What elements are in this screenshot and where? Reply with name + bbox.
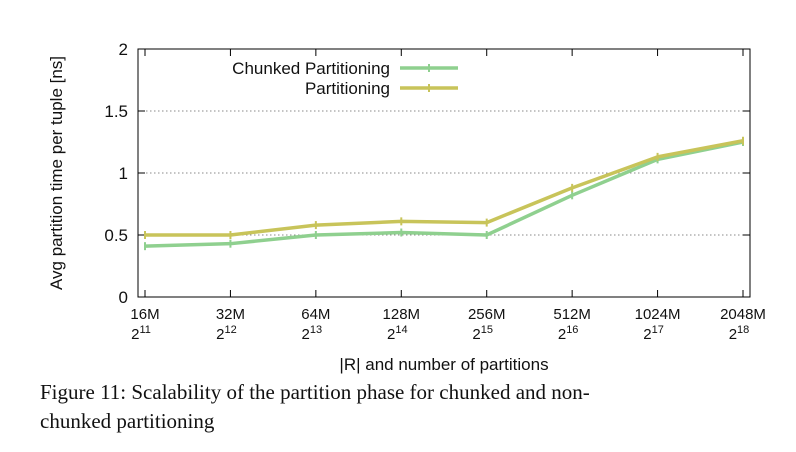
x-tick-exponent-label: 217	[643, 324, 664, 343]
y-tick-label: 1	[119, 164, 128, 183]
x-tick-exponent-label: 212	[216, 324, 237, 343]
x-tick-label: 256M	[468, 306, 506, 323]
caption-line-2: chunked partitioning	[40, 409, 215, 433]
x-tick-label: 32M	[216, 306, 245, 323]
y-tick-label: 2	[119, 40, 128, 59]
series-lines	[144, 136, 744, 251]
y-axis-label: Avg partition time per tuple [ns]	[47, 56, 66, 290]
x-tick-exponent-label: 214	[387, 324, 408, 343]
x-tick-exponent-label: 215	[472, 324, 493, 343]
x-tick-label: 64M	[301, 306, 330, 323]
line-chart: 00.511.52 16M21132M21264M213128M214256M2…	[47, 40, 766, 374]
series-line	[144, 140, 744, 248]
caption-line-1: Figure 11: Scalability of the partition …	[40, 380, 590, 404]
x-tick-exponent-label: 213	[302, 324, 323, 343]
x-tick-label: 1024M	[635, 306, 681, 323]
y-tick-label: 0.5	[104, 226, 128, 245]
legend-label: Partitioning	[305, 79, 390, 98]
gridlines	[138, 110, 750, 236]
x-tick-exponent-label: 216	[558, 324, 579, 343]
x-tick-label: 16M	[130, 306, 159, 323]
x-tick-label: 512M	[553, 306, 591, 323]
x-tick-label: 2048M	[720, 306, 766, 323]
y-axis-ticks: 0 0.5 1 1.5 2	[104, 40, 750, 307]
x-tick-label: 128M	[383, 306, 421, 323]
x-axis-label: |R| and number of partitions	[339, 355, 548, 374]
x-tick-exponent-label: 218	[729, 324, 750, 343]
figure-caption: Figure 11: Scalability of the partition …	[40, 378, 780, 436]
x-tick-exponent-label: 211	[131, 324, 151, 343]
legend-label: Chunked Partitioning	[232, 59, 390, 78]
y-tick-label: 1.5	[104, 102, 128, 121]
y-tick-label: 0	[119, 288, 128, 307]
series-line	[145, 139, 744, 237]
